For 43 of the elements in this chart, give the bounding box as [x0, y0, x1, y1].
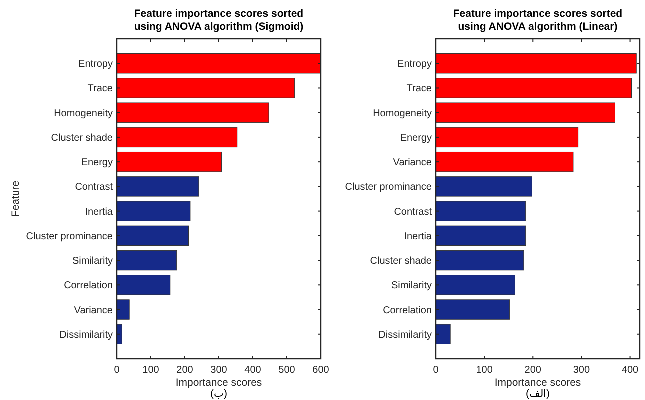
- x-tick-label: 400: [622, 365, 640, 376]
- y-tick-label: Contrast: [394, 206, 432, 218]
- x-tick-label: 100: [476, 365, 494, 376]
- chart-title: Feature importance scores sorted using ANOVA algorithm (Linear): [453, 8, 623, 33]
- y-tick-label: Inertia: [85, 206, 114, 218]
- y-tick-label: Variance: [74, 305, 114, 316]
- x-tick-label: 500: [278, 365, 296, 376]
- y-tick-label: Cluster shade: [51, 132, 114, 144]
- x-tick-label: 100: [142, 365, 160, 376]
- y-tick-label: Trace: [406, 84, 432, 95]
- x-axis-title: Importance scores: [494, 377, 582, 389]
- x-tick-label: 400: [244, 365, 262, 376]
- y-tick-label: Contrast: [75, 182, 114, 194]
- y-tick-label: Homogeneity: [54, 108, 113, 120]
- x-tick-label: 200: [524, 365, 542, 376]
- text: (الف): [526, 388, 550, 400]
- y-tick-label: Dissimilarity: [378, 330, 432, 341]
- x-tick-label: 200: [176, 365, 194, 376]
- x-tick-label: 0: [433, 365, 440, 376]
- y-tick-label: Energy: [81, 158, 113, 169]
- x-axis-title: Importance scores: [176, 377, 262, 389]
- y-axis-title: Feature: [10, 180, 22, 218]
- y-tick-label: Entropy: [398, 59, 432, 70]
- y-tick-label: Similarity: [391, 280, 432, 292]
- y-tick-label: Entropy: [78, 59, 113, 70]
- text: (ب): [210, 388, 228, 400]
- y-tick-label: Cluster prominance: [26, 231, 114, 242]
- x-tick-label: 300: [210, 365, 228, 376]
- y-tick-label: Trace: [88, 84, 114, 95]
- y-tick-label: Homogeneity: [373, 108, 432, 120]
- x-tick-label: 300: [573, 365, 590, 376]
- y-tick-label: Cluster prominance: [345, 182, 432, 194]
- y-tick-label: Dissimilarity: [60, 330, 113, 341]
- chart-title: Feature importance scores sorted using ANOVA algorithm (Sigmoid): [134, 8, 304, 33]
- y-tick-label: Energy: [400, 132, 432, 144]
- x-tick-label: 600: [312, 365, 330, 376]
- y-tick-label: Variance: [393, 158, 432, 169]
- y-tick-label: Cluster shade: [370, 256, 432, 268]
- y-tick-label: Correlation: [383, 305, 432, 316]
- y-tick-label: Inertia: [404, 231, 432, 242]
- y-tick-label: Similarity: [72, 256, 113, 268]
- x-tick-label: 0: [114, 365, 120, 376]
- y-tick-label: Correlation: [64, 280, 113, 292]
